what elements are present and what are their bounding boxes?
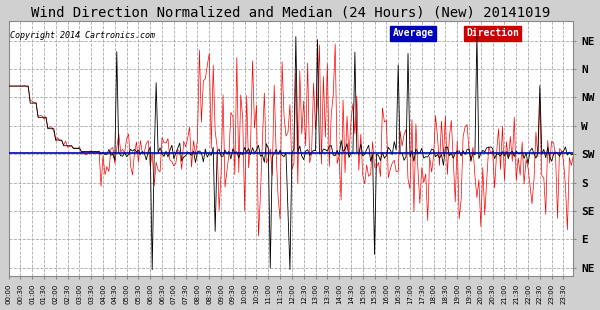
Text: Direction: Direction — [466, 29, 519, 38]
Text: Average: Average — [392, 29, 434, 38]
Text: Copyright 2014 Cartronics.com: Copyright 2014 Cartronics.com — [10, 31, 155, 40]
Title: Wind Direction Normalized and Median (24 Hours) (New) 20141019: Wind Direction Normalized and Median (24… — [31, 6, 551, 20]
